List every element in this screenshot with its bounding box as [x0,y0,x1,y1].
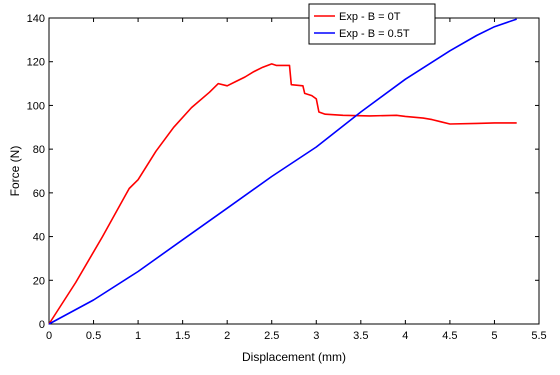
y-tick-label: 60 [33,188,45,200]
y-tick-label: 0 [39,319,45,331]
legend-label-1: Exp - B = 0.5T [339,28,410,40]
x-tick-label: 5 [491,330,497,342]
y-tick-label: 100 [27,100,45,112]
x-tick-label: 5.5 [531,330,546,342]
x-axis: 0 0.5 1 1.5 2 2.5 3 3.5 4 4.5 5 5.5 [46,18,547,342]
x-tick-label: 1 [135,330,141,342]
series-line-1 [48,18,517,325]
x-tick-label: 4.5 [442,330,457,342]
y-tick-label: 20 [33,275,45,287]
x-tick-label: 0.5 [86,330,101,342]
legend-box [308,3,436,45]
legend: Exp - B = 0T Exp - B = 0.5T [308,3,436,45]
y-tick-label: 80 [33,144,45,156]
x-tick-label: 1.5 [175,330,190,342]
x-axis-label: Displacement (mm) [242,350,346,364]
y-tick-label: 140 [27,13,45,25]
series-line-0 [48,63,517,325]
legend-label-0: Exp - B = 0T [339,11,401,23]
y-tick-label: 120 [27,57,45,69]
x-tick-label: 3.5 [353,330,368,342]
y-axis-label: Force (N) [8,146,22,197]
x-tick-label: 0 [46,330,52,342]
plot-area [48,17,540,325]
x-tick-label: 4 [402,330,408,342]
x-tick-label: 3 [313,330,319,342]
x-tick-label: 2.5 [264,330,279,342]
y-tick-label: 40 [33,232,45,244]
x-tick-label: 2 [224,330,230,342]
y-axis: 0 20 40 60 80 100 120 140 [27,13,539,331]
series-layer [48,18,517,325]
